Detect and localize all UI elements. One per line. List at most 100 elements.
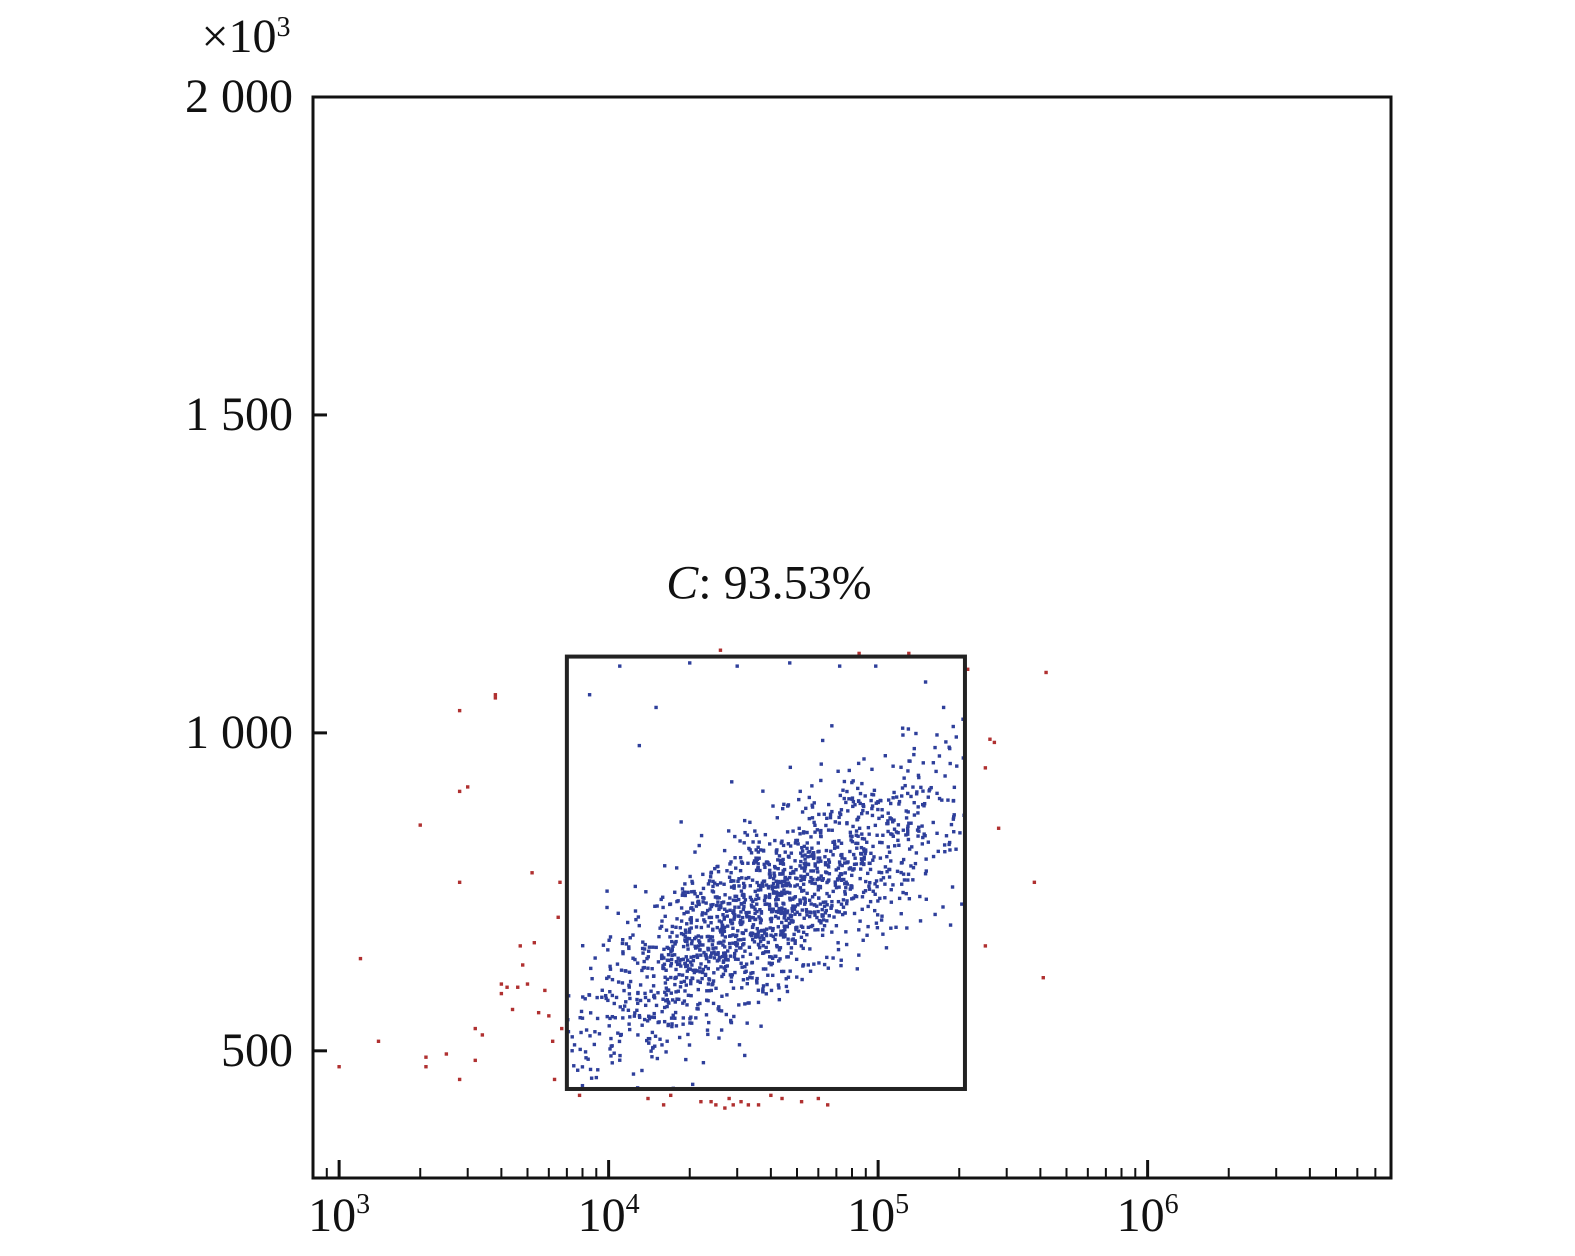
scatter-point bbox=[786, 916, 791, 921]
scatter-point bbox=[738, 839, 742, 843]
scatter-point bbox=[801, 946, 805, 951]
scatter-point bbox=[816, 928, 820, 932]
scatter-point bbox=[743, 949, 747, 953]
scatter-point bbox=[570, 1035, 574, 1039]
scatter-point bbox=[706, 966, 710, 971]
scatter-point bbox=[793, 859, 797, 863]
scatter-point bbox=[919, 785, 923, 790]
scatter-point bbox=[790, 938, 794, 942]
scatter-point bbox=[774, 879, 778, 884]
scatter-point bbox=[838, 862, 842, 867]
scatter-point bbox=[670, 948, 674, 953]
scatter-point bbox=[795, 910, 799, 914]
scatter-point bbox=[854, 833, 858, 837]
scatter-point bbox=[674, 925, 678, 929]
scatter-point bbox=[839, 902, 844, 906]
scatter-point bbox=[904, 833, 908, 837]
scatter-point bbox=[530, 871, 534, 875]
scatter-point bbox=[931, 854, 936, 859]
scatter-point bbox=[742, 818, 747, 823]
scatter-point bbox=[700, 911, 705, 915]
scatter-point bbox=[673, 1000, 677, 1004]
scatter-point bbox=[816, 884, 821, 889]
scatter-point bbox=[665, 945, 669, 950]
scatter-point bbox=[791, 904, 795, 908]
scatter-point bbox=[418, 823, 422, 827]
scatter-point bbox=[839, 963, 843, 968]
scatter-point bbox=[723, 958, 728, 962]
scatter-point bbox=[855, 846, 859, 850]
scatter-point bbox=[696, 1003, 700, 1007]
scatter-point bbox=[664, 999, 668, 1003]
y-tick-label: 1 000 bbox=[185, 706, 293, 759]
scatter-point bbox=[646, 949, 651, 953]
scatter-point bbox=[936, 849, 940, 854]
scatter-point bbox=[753, 935, 758, 939]
scatter-point bbox=[813, 928, 817, 932]
scatter-point bbox=[769, 1093, 773, 1098]
scatter-point bbox=[679, 906, 684, 910]
scatter-point bbox=[764, 927, 769, 931]
scatter-point bbox=[802, 869, 807, 873]
scatter-point bbox=[712, 971, 716, 975]
scatter-point bbox=[954, 847, 958, 851]
scatter-point bbox=[698, 970, 702, 974]
scatter-point bbox=[674, 967, 678, 972]
scatter-point bbox=[810, 784, 814, 788]
x-tick-label-exponent: 5 bbox=[895, 1189, 909, 1220]
scatter-point bbox=[707, 947, 711, 951]
scatter-point bbox=[570, 1049, 574, 1053]
scatter-point bbox=[759, 911, 764, 915]
scatter-point bbox=[687, 936, 692, 941]
scatter-point bbox=[820, 878, 825, 882]
scatter-point bbox=[694, 935, 698, 939]
scatter-point bbox=[870, 806, 874, 811]
scatter-point bbox=[669, 975, 673, 980]
scatter-point bbox=[776, 885, 780, 889]
scatter-point bbox=[812, 892, 817, 897]
scatter-point bbox=[661, 1103, 666, 1107]
scatter-point bbox=[886, 811, 890, 815]
scatter-point bbox=[810, 816, 815, 820]
scatter-point bbox=[809, 869, 813, 873]
scatter-point bbox=[799, 935, 804, 939]
scatter-point bbox=[608, 935, 613, 939]
scatter-point bbox=[721, 972, 726, 977]
scatter-point bbox=[600, 995, 604, 999]
scatter-point bbox=[753, 907, 757, 911]
scatter-point bbox=[645, 1038, 649, 1043]
scatter-point bbox=[840, 852, 844, 857]
scatter-point bbox=[666, 1022, 671, 1027]
scatter-point bbox=[726, 902, 730, 906]
scatter-point bbox=[681, 957, 686, 961]
scatter-point bbox=[960, 902, 964, 906]
scatter-point bbox=[848, 834, 853, 838]
scatter-point bbox=[856, 786, 860, 791]
scatter-point bbox=[610, 1014, 615, 1019]
scatter-point bbox=[841, 905, 846, 909]
scatter-point bbox=[958, 831, 962, 835]
scatter-point bbox=[750, 905, 754, 909]
scatter-point bbox=[894, 925, 898, 929]
scatter-point bbox=[868, 880, 872, 885]
scatter-point bbox=[699, 962, 703, 966]
scatter-point bbox=[593, 956, 597, 960]
scatter-point bbox=[722, 966, 726, 970]
scatter-point bbox=[670, 939, 674, 944]
scatter-point bbox=[899, 912, 903, 916]
scatter-point bbox=[825, 880, 829, 885]
scatter-point bbox=[724, 1012, 729, 1017]
scatter-point bbox=[941, 905, 945, 909]
scatter-point bbox=[732, 951, 737, 956]
scatter-point bbox=[844, 886, 848, 890]
scatter-point bbox=[870, 813, 875, 818]
scatter-point bbox=[878, 840, 882, 845]
scatter-point bbox=[767, 961, 772, 965]
scatter-point bbox=[844, 800, 848, 805]
scatter-point bbox=[756, 1000, 761, 1005]
scatter-point bbox=[739, 1099, 743, 1104]
scatter-point bbox=[728, 862, 732, 866]
scatter-point bbox=[809, 924, 813, 929]
scatter-point bbox=[916, 773, 921, 778]
scatter-point bbox=[733, 970, 737, 975]
